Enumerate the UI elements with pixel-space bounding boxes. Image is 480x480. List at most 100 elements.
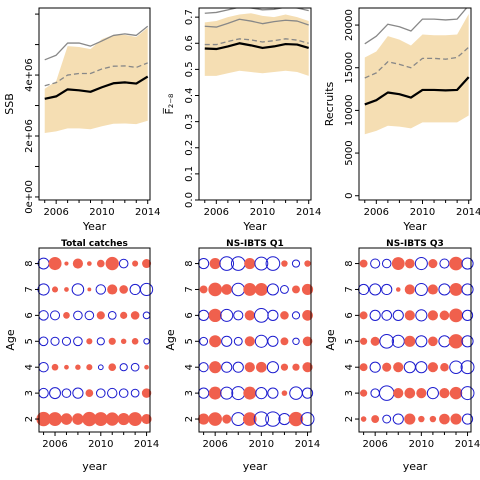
residual-bubble: [418, 415, 425, 423]
y-tick-label: 7: [24, 286, 35, 292]
residual-bubble: [198, 362, 209, 373]
residual-bubble: [198, 257, 210, 270]
residual-bubble: [243, 283, 257, 296]
y-tick-label: 10000: [344, 94, 355, 126]
residual-bubble: [428, 336, 438, 347]
residual-bubble: [281, 390, 288, 396]
x-tick-label: 2006: [362, 439, 387, 450]
y-tick-label: 4: [24, 364, 35, 370]
residual-bubble: [71, 283, 85, 296]
residual-bubble: [255, 387, 268, 400]
residual-bubble: [416, 388, 427, 399]
residual-bubble: [51, 363, 59, 371]
residual-bubble: [393, 362, 404, 373]
residual-bubble: [107, 311, 117, 320]
residual-bubble: [461, 309, 474, 321]
residual-bubble: [118, 388, 129, 398]
x-tick-label: 2014: [455, 439, 480, 450]
residual-bubble: [382, 414, 392, 424]
y-axis-title: SSB: [3, 93, 16, 115]
y-tick-label: 0.3: [184, 114, 195, 130]
residual-bubble: [244, 336, 255, 347]
residual-bubble: [302, 362, 313, 373]
y-tick-label: 0.0: [184, 192, 195, 208]
y-tick-label: 8: [24, 260, 35, 266]
residual-bubble: [73, 336, 83, 347]
residual-bubble: [129, 283, 141, 296]
residual-bubble: [281, 260, 288, 267]
residual-bubble: [439, 388, 450, 399]
residual-bubble: [119, 285, 128, 294]
plot-frame: [358, 247, 472, 433]
residual-bubble: [209, 257, 221, 270]
residual-bubble: [403, 361, 416, 374]
y-tick-label: 0.6: [184, 35, 195, 51]
residual-bubble: [461, 283, 474, 296]
y-tick-label: 0.4: [184, 88, 195, 104]
residual-bubble: [304, 260, 311, 267]
residual-bubble: [86, 364, 93, 371]
residual-bubble: [369, 309, 381, 321]
residual-bubble: [382, 362, 392, 372]
residual-bubble: [221, 335, 233, 347]
residual-bubble: [221, 284, 233, 295]
residual-bubble: [414, 257, 428, 271]
residual-bubble: [198, 387, 210, 399]
series-line-1: [364, 76, 470, 106]
residual-bubble: [221, 361, 233, 373]
series-line-4: [204, 8, 309, 14]
residual-bubble: [244, 310, 255, 321]
residual-bubble: [233, 310, 244, 321]
residual-bubble: [72, 413, 84, 425]
residual-bubble: [96, 337, 105, 346]
residual-bubble: [38, 310, 49, 321]
residual-bubble: [254, 283, 268, 296]
residual-bubble: [267, 309, 279, 321]
residual-bubble: [209, 335, 222, 348]
residual-bubble: [414, 282, 428, 296]
x-tick-label: 2006: [42, 439, 67, 450]
residual-bubble: [61, 388, 72, 398]
residual-bubble: [142, 311, 151, 320]
residual-bubble: [300, 412, 315, 426]
residual-bubble: [289, 386, 303, 400]
residual-bubble: [301, 387, 314, 399]
residual-bubble: [198, 309, 210, 321]
residual-bubble: [301, 283, 314, 296]
residual-bubble: [38, 361, 49, 373]
x-tick-label: 2010: [88, 439, 113, 450]
plot-frame: [198, 247, 312, 433]
residual-bubble: [302, 310, 313, 321]
residual-bubble: [427, 310, 438, 321]
plot-area: [204, 8, 310, 76]
y-axis-title: Age: [324, 329, 337, 351]
residual-bubble: [395, 287, 401, 292]
residual-bubble: [37, 257, 50, 270]
x-tick-label: 2010: [250, 207, 275, 218]
residual-bubble: [63, 312, 70, 319]
x-tick-label: 2014: [296, 207, 321, 218]
residual-bubble: [93, 412, 108, 426]
residual-bubble: [48, 257, 62, 271]
residual-bubble: [266, 283, 279, 296]
residual-bubble: [460, 360, 475, 375]
residual-bubble: [130, 311, 140, 320]
y-axis-title: F̅₂₋₈: [163, 93, 176, 115]
y-tick-label: 2e+06: [24, 119, 35, 153]
residual-bubble: [208, 412, 222, 426]
residual-bubble: [209, 361, 222, 374]
y-tick-label: 5: [24, 338, 35, 344]
residual-bubble: [438, 335, 451, 348]
residual-bubble: [198, 413, 210, 425]
x-axis-title: Year: [402, 220, 427, 233]
y-tick-label: 3: [24, 390, 35, 396]
residual-bubble: [404, 413, 416, 425]
residual-bubble: [82, 411, 97, 427]
residual-bubble: [64, 364, 69, 370]
y-tick-label: 2: [184, 416, 195, 422]
residual-bubble: [220, 308, 234, 322]
x-axis-title: Year: [242, 220, 267, 233]
residual-bubble: [36, 411, 51, 427]
y-tick-label: 15000: [344, 52, 355, 84]
residual-bubble: [51, 286, 59, 293]
